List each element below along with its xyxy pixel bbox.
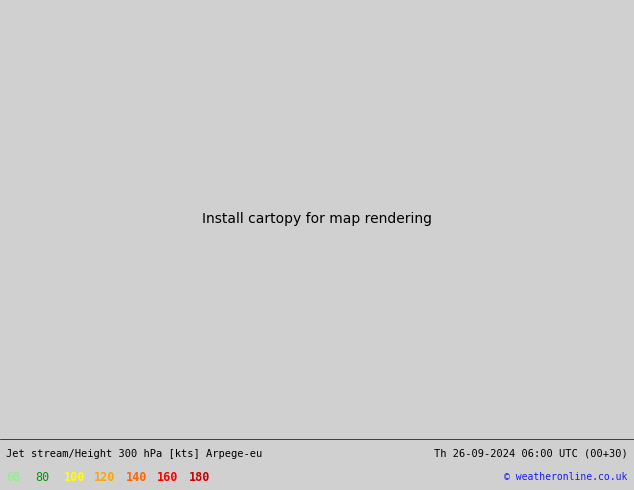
Text: Th 26-09-2024 06:00 UTC (00+30): Th 26-09-2024 06:00 UTC (00+30) xyxy=(434,449,628,459)
Text: 120: 120 xyxy=(94,470,115,484)
Text: 60: 60 xyxy=(6,470,20,484)
Text: © weatheronline.co.uk: © weatheronline.co.uk xyxy=(504,472,628,482)
Text: Jet stream/Height 300 hPa [kts] Arpege-eu: Jet stream/Height 300 hPa [kts] Arpege-e… xyxy=(6,449,262,459)
Text: 180: 180 xyxy=(189,470,210,484)
Text: Install cartopy for map rendering: Install cartopy for map rendering xyxy=(202,212,432,226)
Text: 80: 80 xyxy=(35,470,49,484)
Text: 100: 100 xyxy=(63,470,85,484)
Text: 160: 160 xyxy=(157,470,179,484)
Text: 140: 140 xyxy=(126,470,147,484)
